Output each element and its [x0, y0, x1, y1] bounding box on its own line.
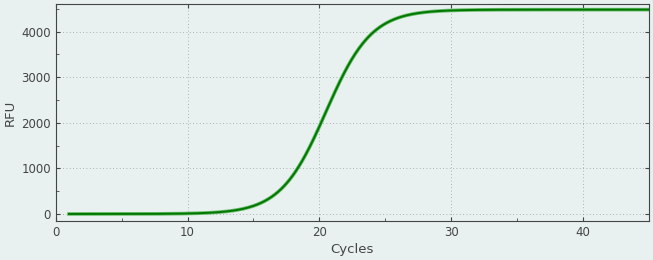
X-axis label: Cycles: Cycles: [330, 243, 374, 256]
Y-axis label: RFU: RFU: [4, 99, 17, 126]
